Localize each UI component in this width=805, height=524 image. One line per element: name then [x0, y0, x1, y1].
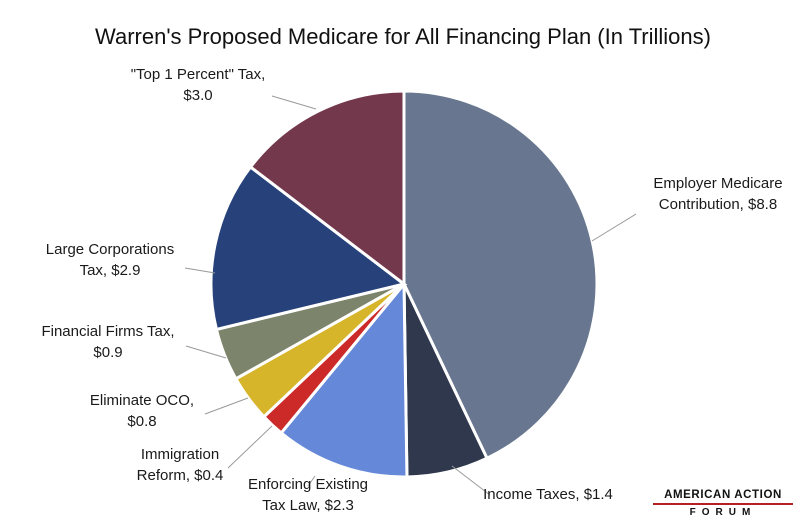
leader-line-employer-medicare	[591, 213, 637, 242]
logo-line-2: FORUM	[689, 507, 757, 518]
slice-label-line: Contribution, $8.8	[659, 196, 777, 213]
slice-label-line: Tax, $2.9	[80, 262, 141, 279]
leader-line-financial-firms-tax	[185, 345, 227, 359]
slice-label-top-1-percent-tax: "Top 1 Percent" Tax, $3.0	[131, 66, 266, 104]
leader-line-income-taxes-1-4	[451, 465, 491, 496]
slice-label-line: Immigration	[141, 446, 219, 463]
slice-label-line: Reform, $0.4	[137, 467, 224, 484]
leader-lines	[184, 95, 637, 496]
slice-label-line: $3.0	[183, 87, 212, 104]
slice-label-employer-medicare: Employer Medicare Contribution, $8.8	[653, 175, 782, 213]
slice-label-large-corporations: Large Corporations Tax, $2.9	[46, 241, 174, 279]
slice-label-eliminate-oco: Eliminate OCO, $0.8	[90, 392, 194, 430]
slice-label-line: Income Taxes, $1.4	[483, 486, 613, 503]
slice-label-line: Financial Firms Tax,	[41, 323, 174, 340]
slice-label-financial-firms-tax: Financial Firms Tax, $0.9	[41, 323, 174, 361]
slice-label-income-taxes-1-4: Income Taxes, $1.4	[483, 486, 613, 503]
leader-line-immigration	[227, 425, 273, 469]
slice-label-line: $0.8	[127, 413, 156, 430]
leader-line-enforcing-existing	[307, 475, 316, 487]
slice-label-line: Enforcing Existing	[248, 476, 368, 493]
pie-slice-top-1-percent-tax	[248, 89, 406, 288]
slice-label-line: Tax Law, $2.3	[262, 497, 354, 514]
slice-label-immigration: Immigration Reform, $0.4	[137, 446, 224, 484]
slice-label-line: Employer Medicare	[653, 175, 782, 192]
pie-slice-enforcing-existing	[279, 279, 409, 479]
leader-line-top-1-percent-tax	[271, 95, 317, 110]
slice-label-line: Eliminate OCO,	[90, 392, 194, 409]
pie-slice-employer-medicare	[402, 89, 599, 461]
logo-line-1: AMERICAN ACTION	[664, 489, 782, 501]
pie-slice-large-corporations	[209, 164, 408, 332]
leader-line-large-corporations	[184, 267, 216, 274]
leader-line-eliminate-oco	[204, 397, 249, 415]
pie-slices	[209, 89, 599, 479]
american-action-forum-logo: AMERICAN ACTION FORUM	[653, 489, 793, 518]
logo-rule	[653, 503, 793, 505]
slice-label-line: $0.9	[93, 344, 122, 361]
slice-label-line: Large Corporations	[46, 241, 174, 258]
slice-labels: Employer Medicare Contribution, $8.8 Incom…	[41, 66, 782, 514]
chart-title: Warren's Proposed Medicare for All Finan…	[95, 24, 711, 49]
slice-label-line: "Top 1 Percent" Tax,	[131, 66, 266, 83]
slice-label-enforcing-existing: Enforcing Existing Tax Law, $2.3	[248, 476, 368, 514]
